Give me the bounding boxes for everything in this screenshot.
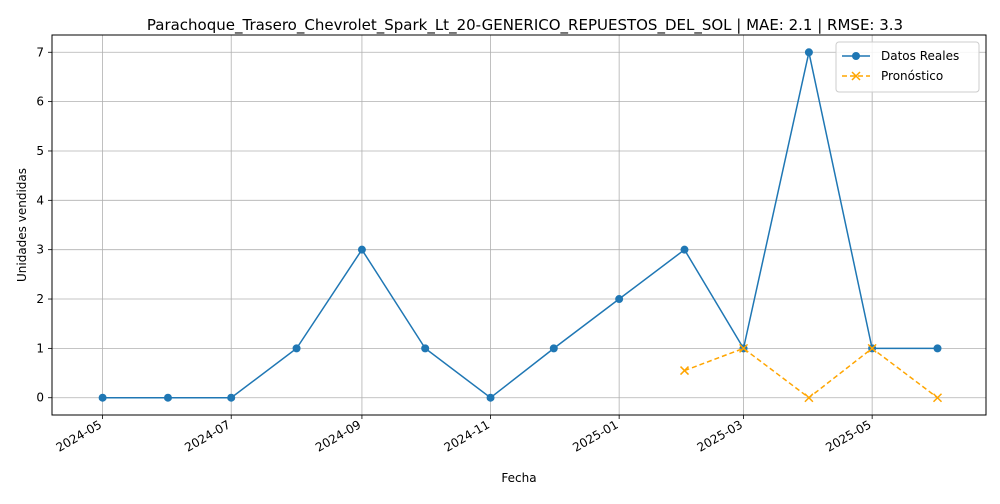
y-tick-label: 6 [36, 95, 44, 109]
x-axis-label: Fecha [501, 471, 536, 485]
x-tick-label: 2025-03 [695, 417, 745, 454]
data-point [933, 344, 942, 353]
series-layer [98, 48, 943, 403]
data-point [680, 245, 689, 254]
y-tick-label: 7 [36, 45, 44, 59]
series-line-0 [102, 52, 938, 399]
y-tick-label: 3 [36, 243, 44, 257]
legend: Datos Reales Pronóstico [835, 41, 980, 93]
y-tick-label: 5 [36, 144, 44, 158]
data-point [804, 48, 813, 57]
data-point [739, 343, 749, 353]
data-point [804, 393, 814, 403]
series-line-1 [684, 347, 938, 399]
data-point [615, 295, 624, 304]
data-point [357, 245, 366, 254]
data-point [932, 393, 943, 403]
x-tick-label: 2024-05 [54, 417, 104, 454]
data-point [227, 393, 236, 402]
data-point [421, 344, 430, 353]
data-point [292, 344, 301, 353]
y-tick-label: 1 [36, 341, 44, 355]
x-tick-label: 2024-11 [442, 417, 492, 454]
legend-label-actual: Datos Reales [881, 49, 959, 63]
data-point [549, 344, 558, 353]
legend-marker-forecast [851, 71, 861, 81]
data-point [867, 343, 877, 353]
legend-marker-actual [852, 52, 860, 60]
legend-box [835, 41, 980, 93]
data-point [486, 393, 495, 402]
y-tick-label: 0 [36, 391, 44, 405]
y-axis: 0 1 2 3 4 5 6 7 [36, 45, 52, 405]
y-tick-label: 4 [36, 193, 44, 207]
plot-frame [51, 34, 987, 416]
chart-title: Parachoque_Trasero_Chevrolet_Spark_Lt_20… [147, 16, 903, 35]
data-point [163, 393, 172, 402]
x-tick-label: 2024-09 [313, 417, 363, 454]
x-axis: 2024-05 2024-07 2024-09 2024-11 2025-01 2025-… [54, 415, 874, 455]
legend-label-forecast: Pronóstico [881, 69, 943, 83]
data-point [98, 393, 107, 402]
y-axis-label: Unidades vendidas [15, 168, 29, 282]
x-tick-label: 2025-01 [570, 417, 620, 454]
data-point [679, 366, 690, 376]
x-tick-label: 2024-07 [182, 417, 232, 454]
y-tick-label: 2 [36, 292, 44, 306]
x-tick-label: 2025-05 [823, 417, 873, 454]
